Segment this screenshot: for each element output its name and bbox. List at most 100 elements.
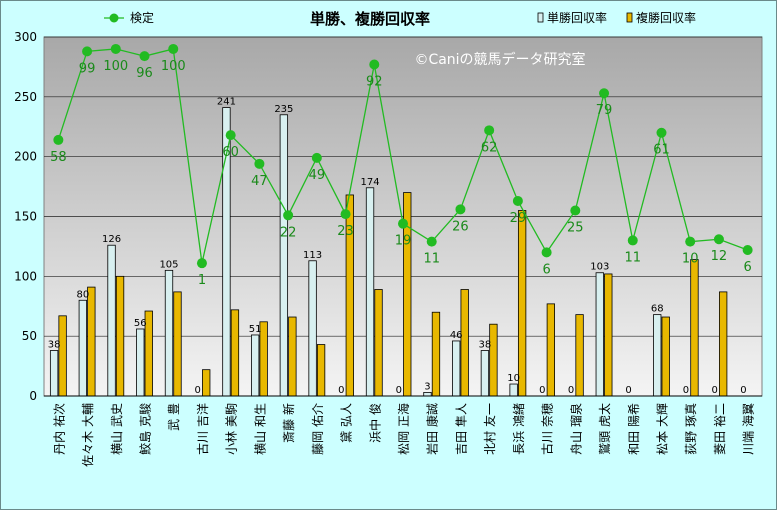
kentei-point (541, 247, 552, 258)
bar-tansho (452, 340, 461, 397)
bar-tansho (365, 187, 375, 397)
y-tick-label: 50 (22, 329, 37, 343)
bar-fukusho (489, 323, 498, 397)
kentei-label: 11 (423, 252, 440, 267)
y-tick-label: 250 (14, 90, 37, 104)
data-label-tansho: 126 (102, 234, 121, 245)
bar-fukusho (517, 210, 527, 397)
kentei-point (369, 59, 380, 70)
bar-tansho (164, 269, 174, 397)
kentei-label: 29 (510, 211, 527, 226)
bar-tansho (78, 299, 87, 397)
kentei-point (139, 51, 150, 62)
bar-tansho (595, 272, 604, 397)
legend-label-tansho: 単勝回収率 (547, 10, 607, 25)
kentei-point (570, 205, 581, 216)
kentei-label: 100 (103, 59, 128, 74)
watermark: ©Caniの競馬データ研究室 (414, 51, 585, 68)
kentei-label: 19 (395, 234, 412, 249)
data-label-tansho: 0 (740, 385, 746, 396)
kentei-point (196, 258, 207, 269)
x-tick-label: 斎藤 新 (281, 403, 296, 443)
data-label-tansho: 51 (249, 324, 262, 335)
y-tick-label: 200 (14, 150, 37, 164)
kentei-point (168, 43, 179, 54)
bar-tansho (653, 314, 662, 397)
x-tick-label: 舟山 瑠泉 (569, 403, 583, 455)
bar-tansho (49, 350, 59, 397)
x-tick-label: 古川 吉洋 (195, 403, 210, 455)
kentei-label: 49 (309, 168, 326, 183)
x-tick-label: 吉田 隼人 (453, 403, 468, 455)
x-tick-label: 松岡 正海 (396, 403, 411, 455)
data-label-tansho: 0 (338, 385, 344, 396)
data-label-tansho: 56 (134, 318, 147, 329)
x-tick-label: 小林 美駒 (225, 403, 239, 455)
bar-fukusho (115, 275, 125, 397)
data-label-tansho: 80 (76, 289, 89, 300)
x-tick-label: 鮫島 克駿 (138, 403, 153, 455)
x-tick-label: 佐々木 大輔 (81, 403, 95, 467)
kentei-point (713, 234, 724, 245)
kentei-label: 99 (79, 61, 96, 76)
kentei-label: 1 (198, 273, 206, 288)
data-label-tansho: 0 (683, 385, 689, 396)
bar-fukusho (460, 289, 469, 397)
bar-fukusho (690, 259, 699, 397)
kentei-label: 100 (161, 59, 186, 74)
data-label-tansho: 0 (396, 385, 402, 396)
kentei-point (225, 130, 236, 141)
kentei-label: 23 (337, 224, 354, 239)
kentei-point (340, 209, 351, 220)
kentei-point (53, 134, 64, 145)
legend-label-kentei: 検定 (130, 10, 154, 25)
bar-tansho (136, 328, 145, 397)
kentei-point (627, 235, 638, 246)
x-tick-label: 丹内 祐次 (52, 403, 66, 455)
bar-fukusho (575, 314, 584, 397)
data-label-tansho: 174 (360, 177, 379, 188)
kentei-point (398, 218, 408, 229)
y-tick-label: 100 (14, 269, 37, 283)
data-label-tansho: 0 (195, 385, 201, 396)
data-label-tansho: 241 (217, 97, 236, 108)
x-tick-label: 荻野 琢真 (684, 403, 698, 455)
legend-label-fukusho: 複勝回収率 (636, 10, 696, 25)
x-tick-label: 鷲頭 虎太 (597, 403, 612, 455)
kentei-point (656, 127, 667, 138)
data-label-tansho: 38 (48, 340, 61, 351)
kentei-label: 11 (624, 250, 641, 265)
x-tick-label: 菱田 裕二 (712, 403, 727, 455)
x-tick-label: 藤岡 佑介 (311, 403, 325, 455)
bar-fukusho (661, 316, 670, 397)
kentei-label: 47 (251, 174, 268, 189)
kentei-label: 61 (653, 143, 670, 158)
data-label-tansho: 113 (303, 250, 322, 261)
kentei-label: 10 (682, 252, 699, 267)
bar-fukusho (316, 344, 326, 397)
bar-fukusho (719, 291, 728, 397)
x-tick-label: 浜中 俊 (367, 403, 382, 443)
kentei-point (484, 125, 495, 136)
bar-tansho (250, 334, 260, 397)
kentei-label: 26 (452, 219, 469, 234)
x-tick-label: 黛 弘人 (340, 403, 354, 443)
kentei-label: 79 (596, 103, 613, 118)
x-tick-label: 岩田 康誠 (425, 403, 440, 455)
y-tick-label: 300 (14, 30, 37, 44)
kentei-point (685, 236, 696, 247)
data-label-tansho: 68 (651, 304, 664, 315)
bar-tansho (308, 260, 317, 397)
legend-swatch-fukusho (626, 12, 633, 23)
legend-marker-swatch (109, 13, 119, 23)
kentei-line: 58 99 100 96 100 1 60 47 22 49 23 92 19 11 26 62 29 6 25 79… (50, 43, 753, 288)
bar-tansho (509, 383, 518, 397)
bar-fukusho (546, 303, 555, 397)
x-tick-label: 長浜 鴻緒 (511, 403, 526, 455)
x-axis: 丹内 祐次 佐々木 大輔 横山 武史 鮫島 克駿武 豊古川 吉洋 小林 美駒 横山 和生斎… (44, 395, 762, 467)
x-tick-label: 川端 海翼 (741, 403, 756, 455)
bar-fukusho (173, 291, 182, 397)
bar-tansho (107, 244, 116, 397)
